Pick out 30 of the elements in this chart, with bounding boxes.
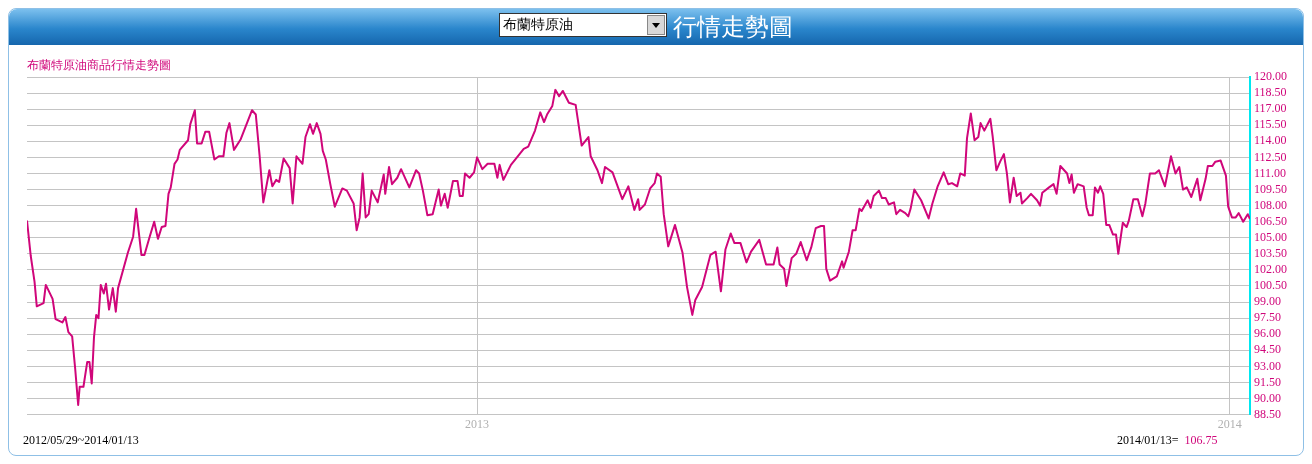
y-tick-label: 117.00 [1254,101,1287,116]
chart-subtitle: 布蘭特原油商品行情走勢圖 [27,57,171,74]
chart-title: 行情走勢圖 [673,13,793,42]
y-tick-label: 118.50 [1254,85,1287,100]
y-tick-label: 115.50 [1254,117,1287,132]
y-tick-label: 97.50 [1254,310,1281,325]
y-tick-label: 90.00 [1254,390,1281,405]
x-tick-label: 2013 [465,416,490,431]
text: 106.75 [1184,433,1218,447]
y-tick-label: 112.50 [1254,149,1287,164]
text: 2014/01/13= [1117,433,1179,447]
x-tick-label: 2014 [1217,416,1242,431]
y-tick-label: 94.50 [1254,342,1281,357]
y-tick-label: 88.50 [1254,406,1281,421]
y-tick-label: 109.50 [1254,181,1287,196]
y-tick-label: 120.00 [1254,69,1287,84]
y-tick-label: 99.00 [1254,294,1281,309]
y-tick-label: 100.50 [1254,278,1287,293]
y-tick-label: 108.00 [1254,197,1287,212]
y-tick-label: 93.00 [1254,358,1281,373]
y-tick-label: 91.50 [1254,374,1281,389]
y-tick-label: 102.00 [1254,262,1287,277]
y-tick-label: 111.00 [1254,165,1287,180]
y-tick-label: 114.00 [1254,133,1287,148]
text: 布蘭特原油 [502,16,574,34]
y-tick-label: 96.00 [1254,326,1281,341]
text: 2012/05/29~2014/01/13 [23,433,139,448]
y-tick-label: 103.50 [1254,245,1287,260]
y-tick-label: 105.00 [1254,229,1287,244]
y-tick-label: 106.50 [1254,213,1287,228]
